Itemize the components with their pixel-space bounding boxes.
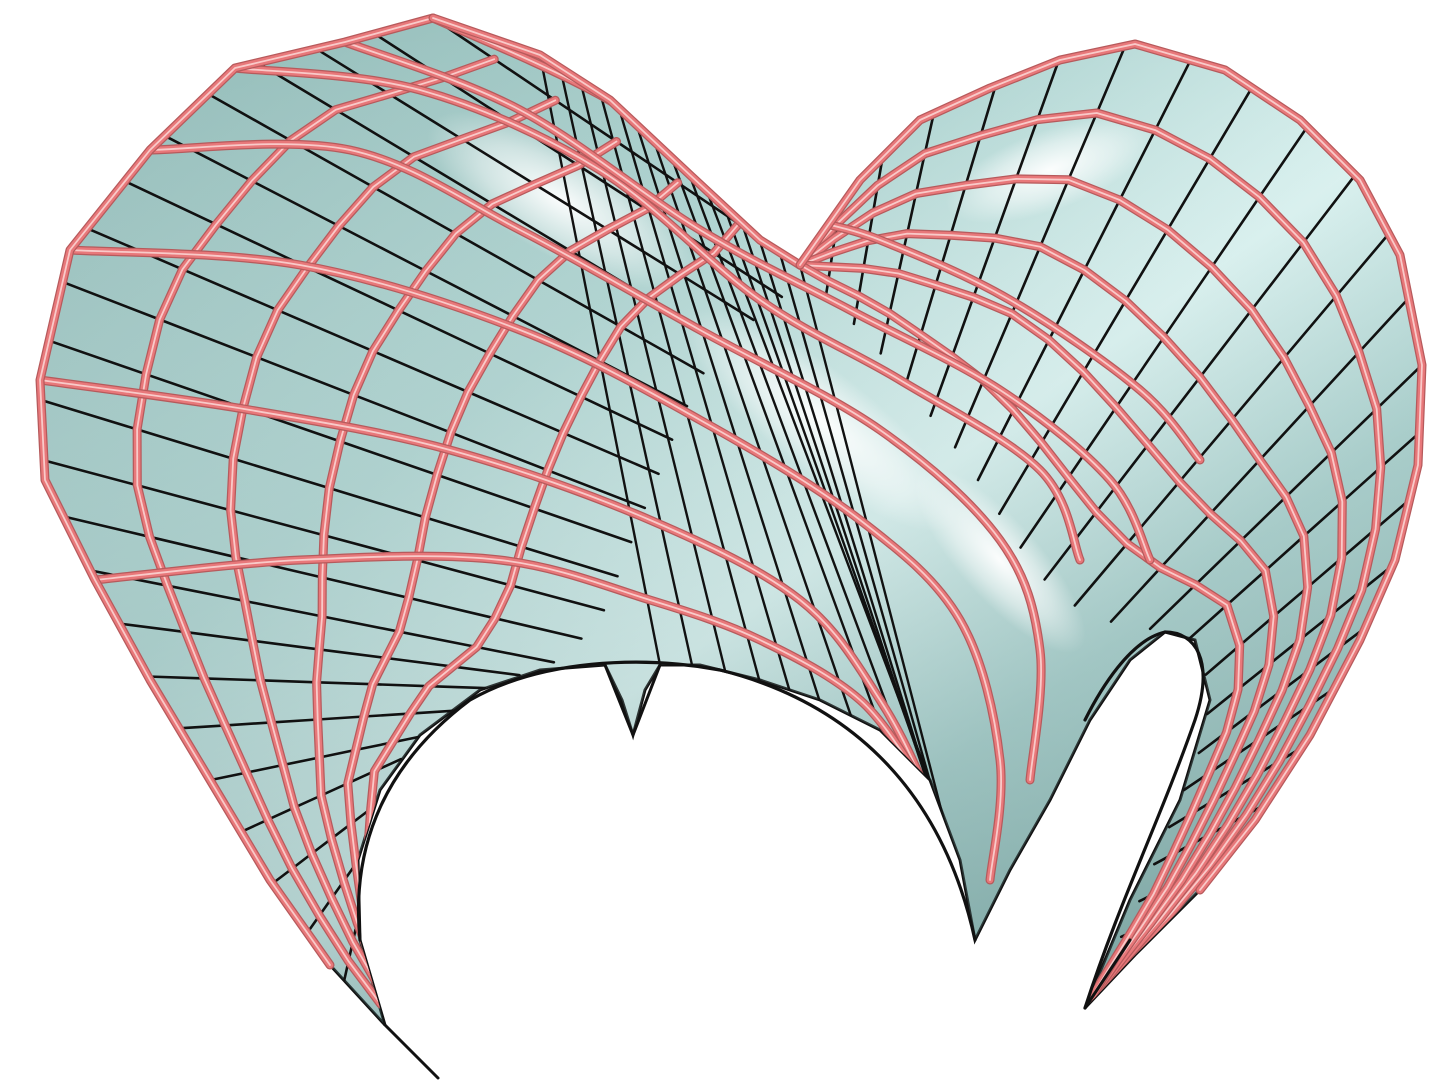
boundary-tubes (35, 13, 1427, 1080)
boundary-edge (1083, 938, 1132, 1010)
surface-highlight (945, 116, 1155, 224)
tube-curve (799, 112, 1382, 1009)
tube-curve (799, 264, 1275, 1009)
tube-curve (94, 555, 921, 781)
boundary-edge (383, 1023, 440, 1080)
tube-curve (40, 379, 961, 891)
boundary-tube (432, 17, 801, 266)
surface-highlight (682, 308, 958, 532)
mesh-line (740, 222, 949, 845)
tube-curve (136, 58, 496, 1006)
tube-curve (315, 140, 618, 964)
tube-curve (363, 222, 740, 922)
arch-edge (1083, 630, 1205, 1010)
tube-curve (69, 249, 1003, 881)
mesh-line (579, 79, 728, 677)
mesh-line (758, 238, 959, 877)
tube-curve (344, 41, 1151, 561)
tube-curve (149, 143, 1043, 781)
mesh-line (559, 66, 695, 672)
arch-edge (356, 660, 977, 942)
tube-curve (229, 99, 557, 985)
tube-curve (799, 178, 1344, 1009)
boundary-tube (799, 43, 1423, 891)
surface-highlight (914, 466, 1086, 654)
tube-curve (799, 232, 1309, 1009)
boundary-tube (39, 17, 434, 966)
tube-curve (799, 264, 1241, 1009)
fold-edge (603, 663, 662, 737)
tube-curve (234, 67, 1081, 561)
